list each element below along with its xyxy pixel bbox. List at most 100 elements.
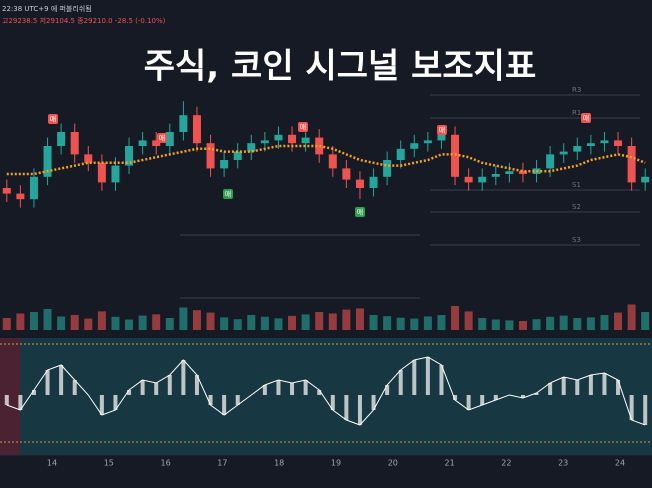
oscillator-bar [480,395,485,405]
oscillator-bar [330,395,335,410]
volume-bar [165,318,174,330]
oscillator-line [6,356,646,426]
x-tick-label: 15 [104,459,114,468]
candle-body [491,174,500,177]
volume-bar [518,321,527,330]
candle-body [288,134,297,144]
candle-body [179,115,188,132]
oscillator-bar [616,380,621,395]
volume-bar [138,315,147,330]
volume-bar [206,312,215,330]
oscillator-bar [453,395,458,400]
volume-bar [220,317,229,330]
candle-body [396,148,405,160]
candle-body [464,176,473,183]
x-tick-label: 20 [388,459,398,468]
oscillator-bar [357,395,362,425]
signal-label: 매 [225,191,231,199]
volume-bar [437,315,446,330]
oscillator-bar [99,395,104,415]
oscillator-bar [520,395,525,398]
oscillator-bar [385,385,390,395]
oscillator-bar [466,395,471,410]
volume-bar [315,312,324,330]
oscillator-bar [45,370,50,395]
oscillator-bar [31,390,36,395]
signal-label: 매 [439,127,445,135]
oscillator-bar [4,395,9,405]
levels [180,94,640,299]
volume-bar [328,313,337,330]
x-tick-label: 19 [331,459,341,468]
volume-bar [464,311,473,330]
volume-bar [16,313,25,330]
volume-bar [84,318,93,330]
signal-label: 매 [50,116,56,124]
candle-body [192,115,201,144]
volume-bar [57,316,66,330]
volume-bar [288,315,297,330]
candle-body [152,140,161,146]
oscillator-bar [439,365,444,395]
oscillator-bar [154,383,159,395]
volume-bar [451,306,460,330]
volume-bar [491,319,500,330]
candle-body [586,143,595,146]
candle-body [627,146,636,183]
oscillator-bar [140,380,145,395]
candle-body [84,154,93,163]
candle-body [383,160,392,177]
signal-label: 매 [357,209,363,217]
candle-body [43,146,52,177]
signal-icon [581,113,591,123]
signal-icon [437,125,447,135]
oscillator-bar [181,360,186,395]
volume-bar [274,318,283,330]
oscillator-bar [412,360,417,395]
oscillator-bar [113,395,118,410]
signal-label: 매 [300,124,306,132]
x-tick-label: 17 [217,459,227,468]
oscillator-bar [290,383,295,395]
candle-body [2,188,11,194]
oscillator-bar [303,380,308,395]
candle-body [600,140,609,144]
volume-bar [355,308,364,330]
signal-icon [48,114,58,124]
oscillator-bar [371,395,376,410]
oscillator-bar [59,365,64,395]
candle-body [478,176,487,183]
oscillator-bar [534,393,539,395]
x-tick-label: 22 [501,459,511,468]
candle-body [29,176,38,200]
candle-body [559,151,568,155]
x-tick-label: 23 [558,459,568,468]
oscillator-bar [262,385,267,395]
signal-label: 매 [159,135,165,143]
volume-bar [152,314,161,330]
volume-bar [383,316,392,330]
candle-body [111,165,120,183]
level-label: R3 [572,86,581,94]
candle-body [505,171,514,174]
volume-bar [396,317,405,330]
signal-icon [223,189,233,199]
oscillator-bar [276,380,281,395]
candle-body [70,132,79,155]
candle-body [260,140,269,144]
volume-bar [2,318,11,330]
level-label: S2 [572,203,581,211]
oscillator-bar [575,380,580,395]
oscillator-shade [0,338,20,455]
oscillator-bar [317,390,322,395]
x-tick-label: 21 [445,459,455,468]
level-label: S3 [572,236,581,244]
candle-body [369,176,378,188]
candle-body [97,162,106,183]
volume-bar [478,318,487,330]
volume-bar [233,319,242,330]
volume-bar [192,310,201,330]
x-tick-label: 18 [274,459,284,468]
volume-bar [111,316,120,330]
